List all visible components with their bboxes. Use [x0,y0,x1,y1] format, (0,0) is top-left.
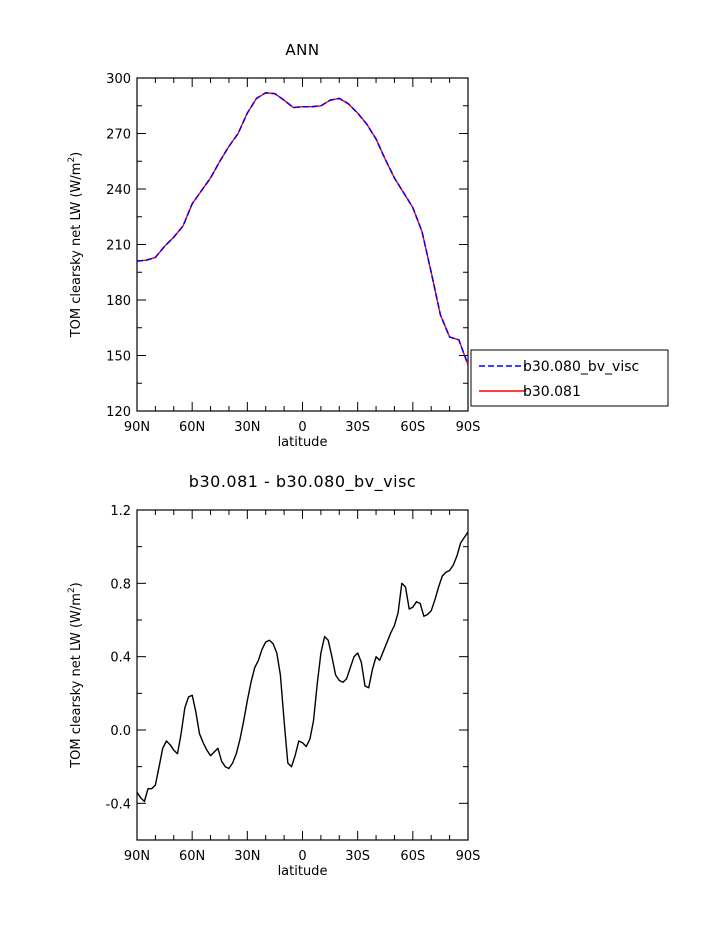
chart-title: ANN [285,41,319,59]
x-tick-label: 90N [124,420,150,435]
y-axis-label-end: ) [69,152,84,157]
x-tick-label: 90S [456,420,481,435]
x-axis-label: latitude [278,864,328,879]
x-tick-label: 60S [400,420,425,435]
y-axis-label-superscript: 2 [67,157,77,163]
x-tick-label: 90S [456,849,481,864]
chart-panel-bottom: b30.081 - b30.080_bv_visc 90N 60N 30N 0 30S 60… [67,472,480,879]
legend-label-1: b30.081 [523,384,581,400]
x-tick-label: 60S [400,849,425,864]
legend-box [470,349,669,407]
y-tick-label: 210 [106,239,131,254]
series-line-1 [136,92,469,366]
plot-frame [136,509,469,841]
series-line-0 [136,92,469,366]
y-tick-label: 180 [106,294,131,309]
y-axis-label: TOM clearsky net LW (W/m2) [67,582,84,769]
x-tick-label: 0 [298,420,306,435]
x-tick-label: 90N [124,849,150,864]
legend-label-0: b30.080_bv_visc [523,359,639,375]
y-tick-label: 0.8 [110,577,131,592]
y-axis-label: TOM clearsky net LW (W/m2) [67,152,84,339]
y-tick-label: 120 [106,405,131,420]
y-tick-label: 0.4 [110,651,131,666]
x-tick-label: 60N [179,420,205,435]
x-tick-label: 30S [345,420,370,435]
y-axis-label-end: ) [69,582,84,587]
y-tick-label: 240 [106,183,131,198]
x-tick-label: 60N [179,849,205,864]
y-tick-label: 300 [106,72,131,87]
x-tick-label: 0 [298,849,306,864]
x-tick-label: 30N [234,420,260,435]
series-line-0 [136,531,469,803]
y-tick-label: 1.2 [110,504,131,519]
x-axis-label: latitude [278,435,328,450]
y-tick-label: -0.4 [106,797,131,812]
series-line-0-overlay [136,92,469,366]
y-tick-label: 150 [106,350,131,365]
chart-panel-top: ANN 90N 60N 30N 0 30S 60S 90S 120 150 180 210 240 270… [67,41,669,450]
y-axis-label-main: TOM clearsky net LW (W/m [69,163,84,339]
chart-title: b30.081 - b30.080_bv_visc [189,472,416,492]
y-tick-label: 0.0 [110,724,131,739]
y-axis-label-main: TOM clearsky net LW (W/m [69,593,84,769]
y-tick-label: 270 [106,128,131,143]
y-axis-label-superscript: 2 [67,587,77,593]
x-tick-label: 30S [345,849,370,864]
x-tick-label: 30N [234,849,260,864]
plot-frame [136,77,469,412]
